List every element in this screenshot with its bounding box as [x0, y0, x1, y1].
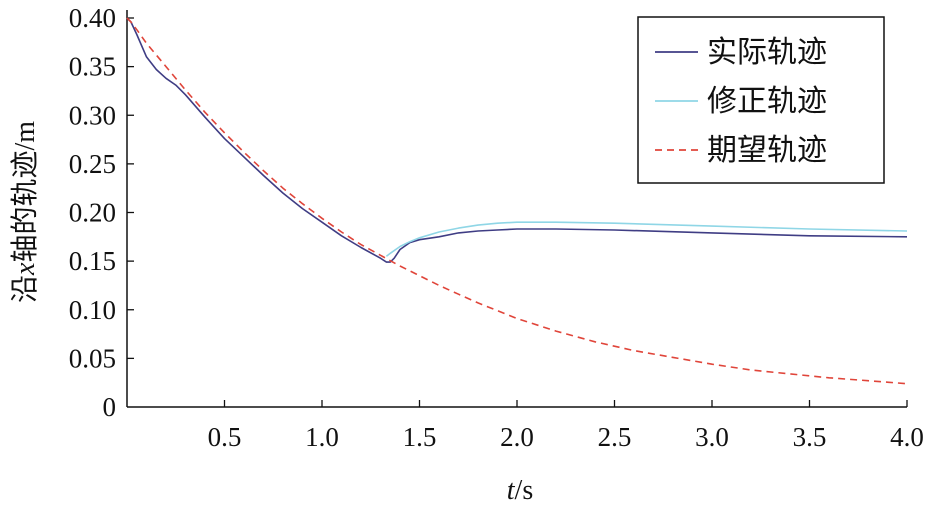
x-tick-label: 3.0 [695, 422, 729, 452]
series-layer [126, 17, 908, 385]
x-tick-label: 2.5 [598, 422, 632, 452]
x-tick-label: 4.0 [890, 422, 924, 452]
expected-trajectory-line [126, 17, 908, 385]
legend-box [637, 16, 885, 184]
x-axis-label: t/s [507, 475, 533, 506]
x-axis-unit: /s [515, 475, 534, 506]
y-axis-label: 沿x轴的轨迹/m [9, 121, 41, 303]
legend: 实际轨迹 修正轨迹 期望轨迹 [637, 16, 885, 184]
legend-label-actual: 实际轨迹 [707, 35, 827, 70]
y-tick-label: 0.35 [69, 52, 116, 82]
y-axis-prefix: 沿 [10, 275, 41, 303]
y-axis-var: x [10, 262, 41, 276]
legend-label-corrected: 修正轨迹 [707, 84, 827, 119]
x-tick-label: 2.0 [500, 422, 534, 452]
y-tick-label: 0.15 [69, 246, 116, 276]
ticks: 0.5 1.0 1.5 2.0 2.5 3.0 3.5 4.0 0 0.05 0.10 0.15 0.2… [69, 3, 924, 452]
y-tick-label: 0.30 [69, 100, 116, 130]
y-axis-suffix: 轴的轨迹/m [9, 121, 41, 263]
x-tick-label: 1.0 [305, 422, 339, 452]
y-tick-label: 0.05 [69, 343, 116, 373]
x-axis-var: t [507, 475, 516, 506]
y-tick-label: 0.40 [69, 3, 116, 33]
y-tick-label: 0.25 [69, 149, 116, 179]
y-tick-label: 0.10 [69, 295, 116, 325]
x-tick-label: 1.5 [403, 422, 437, 452]
y-tick-label: 0.20 [69, 198, 116, 228]
actual-trajectory-line [126, 17, 908, 263]
x-tick-label: 3.5 [793, 422, 827, 452]
legend-label-expected: 期望轨迹 [707, 133, 827, 168]
corrected-trajectory-line [385, 221, 908, 257]
x-tick-label: 0.5 [208, 422, 242, 452]
y-tick-label: 0 [103, 392, 117, 422]
